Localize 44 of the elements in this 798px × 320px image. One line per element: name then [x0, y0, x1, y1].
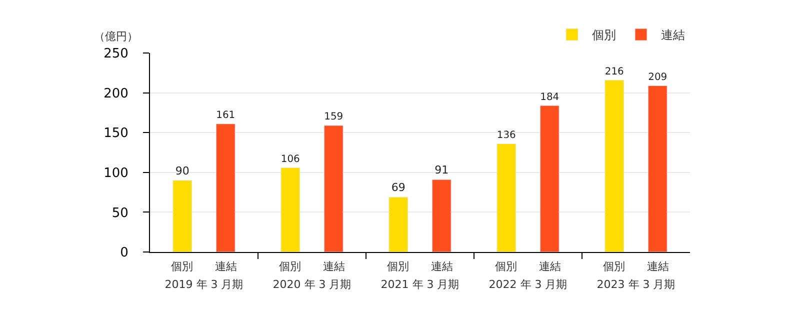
y-tick-label: 100	[104, 166, 128, 181]
text: 個別	[387, 260, 409, 273]
text: 個別	[171, 260, 193, 273]
bar	[388, 196, 408, 252]
text: 個別	[279, 260, 301, 273]
x-tick-label: 2022 年 3 月期	[488, 278, 568, 292]
text: 連結	[647, 260, 669, 273]
data-label: 90	[175, 164, 190, 178]
y-tick-label: 250	[104, 46, 128, 62]
text: 個別	[603, 260, 625, 273]
bar	[324, 125, 344, 252]
data-label: 161	[216, 110, 236, 122]
data-label: 136	[496, 130, 516, 142]
data-label: 209	[648, 72, 668, 83]
data-label: 184	[540, 92, 560, 103]
data-label: 216	[604, 66, 624, 78]
legend-label: 連結	[661, 28, 685, 42]
x-tick-label: 2023 年 3 月期	[596, 278, 676, 292]
data-label: 106	[280, 154, 300, 165]
data-label: 69	[391, 181, 406, 194]
data-label: 159	[324, 112, 344, 123]
y-tick-label: 50	[112, 206, 128, 221]
x-tick-label: 2020 年 3 月期	[272, 278, 352, 292]
y-tick-label: 0	[120, 246, 128, 261]
bar	[280, 167, 300, 252]
y-tick-label: 150	[104, 126, 128, 142]
text: 連結	[431, 260, 453, 273]
bar	[172, 180, 192, 252]
legend-label: 個別	[592, 28, 616, 42]
x-tick-label: 2019 年 3 月期	[164, 278, 244, 292]
x-tick-label: 2021 年 3 月期	[380, 278, 460, 292]
text: 連結	[539, 260, 561, 273]
y-tick-label: 200	[104, 86, 128, 102]
text: 連結	[215, 260, 237, 273]
bar	[496, 143, 516, 252]
bar	[648, 85, 668, 252]
text: 連結	[323, 260, 345, 273]
bar	[432, 179, 452, 252]
y-axis-title: （億円）	[94, 30, 138, 43]
data-label: 91	[434, 164, 449, 177]
bar	[216, 124, 236, 252]
text: 個別	[495, 260, 517, 273]
bar	[540, 105, 560, 252]
bar	[604, 80, 624, 252]
